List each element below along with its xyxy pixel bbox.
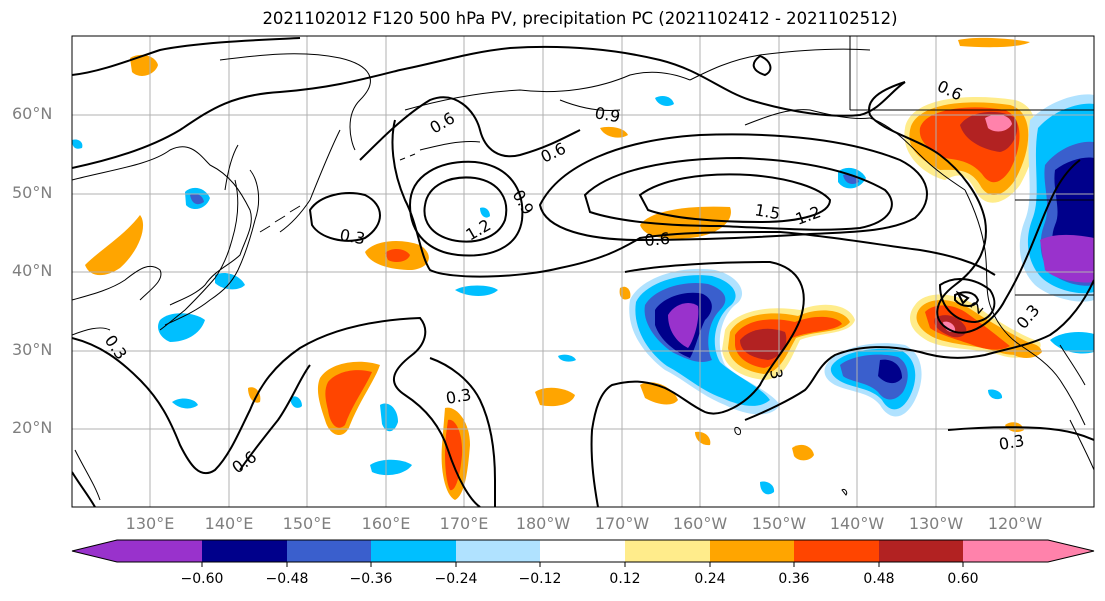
lon-label: 170°W [594, 514, 650, 533]
colorbar-tick-label: 0.60 [947, 571, 979, 587]
colorbar-tick-label: 0.48 [863, 571, 895, 587]
lon-label: 130°W [908, 514, 964, 533]
lat-label: 20°N [12, 418, 53, 437]
colorbar-tick-label: 0.24 [694, 571, 726, 587]
lon-label: 150°E [282, 514, 332, 533]
colorbar-bin [540, 540, 625, 562]
colorbar-tick-label: −0.12 [518, 571, 562, 587]
map-frame [71, 35, 1095, 508]
colorbar-bin [794, 540, 879, 562]
contour-label: 0.3 [997, 431, 1025, 454]
colorbar-bin [117, 540, 202, 562]
contour-label: 3 [766, 367, 786, 380]
lon-label: 120°W [987, 514, 1043, 533]
lat-label: 40°N [12, 261, 53, 280]
colorbar-tick-label: 0.36 [778, 571, 810, 587]
lon-label: 130°E [125, 514, 175, 533]
colorbar [71, 539, 1095, 567]
lon-label: 160°W [672, 514, 728, 533]
colorbar-tick-label: 0.12 [609, 571, 641, 587]
lon-label: 140°W [829, 514, 885, 533]
colorbar-bin [710, 540, 794, 562]
lon-label: 160°E [361, 514, 411, 533]
lon-label: 150°W [751, 514, 807, 533]
pv-contours [72, 37, 1094, 507]
colorbar-bin [456, 540, 540, 562]
lon-label: 140°E [204, 514, 254, 533]
colorbar-tick-label: −0.48 [265, 571, 309, 587]
contour-label: 0.3 [338, 225, 366, 248]
colorbar-tick-label: −0.36 [349, 571, 393, 587]
precip-negative-shading [72, 94, 1094, 495]
lon-label: 180°W [515, 514, 571, 533]
colorbar-bin [202, 540, 287, 562]
contour-label: 0.9 [593, 103, 621, 126]
lat-label: 30°N [12, 340, 53, 359]
chart-title: 2021102012 F120 500 hPa PV, precipitatio… [262, 9, 898, 28]
colorbar-bin [879, 540, 963, 562]
lat-label: 50°N [12, 183, 53, 202]
contour-label: 0.6 [644, 229, 671, 250]
colorbar-tick-label: −0.60 [180, 571, 224, 587]
colorbar-extend-max [1048, 540, 1094, 562]
colorbar-bin [625, 540, 710, 562]
contour-label: 0.3 [444, 385, 472, 408]
contour-label: 1.5 [753, 200, 781, 223]
colorbar-bin [963, 540, 1048, 562]
lat-label: 60°N [12, 104, 53, 123]
colorbar-tick-label: −0.24 [434, 571, 478, 587]
graticule [72, 36, 1094, 507]
colorbar-bin [371, 540, 456, 562]
colorbar-bin [287, 540, 371, 562]
lon-label: 170°E [439, 514, 489, 533]
colorbar-extend-min [72, 540, 117, 562]
